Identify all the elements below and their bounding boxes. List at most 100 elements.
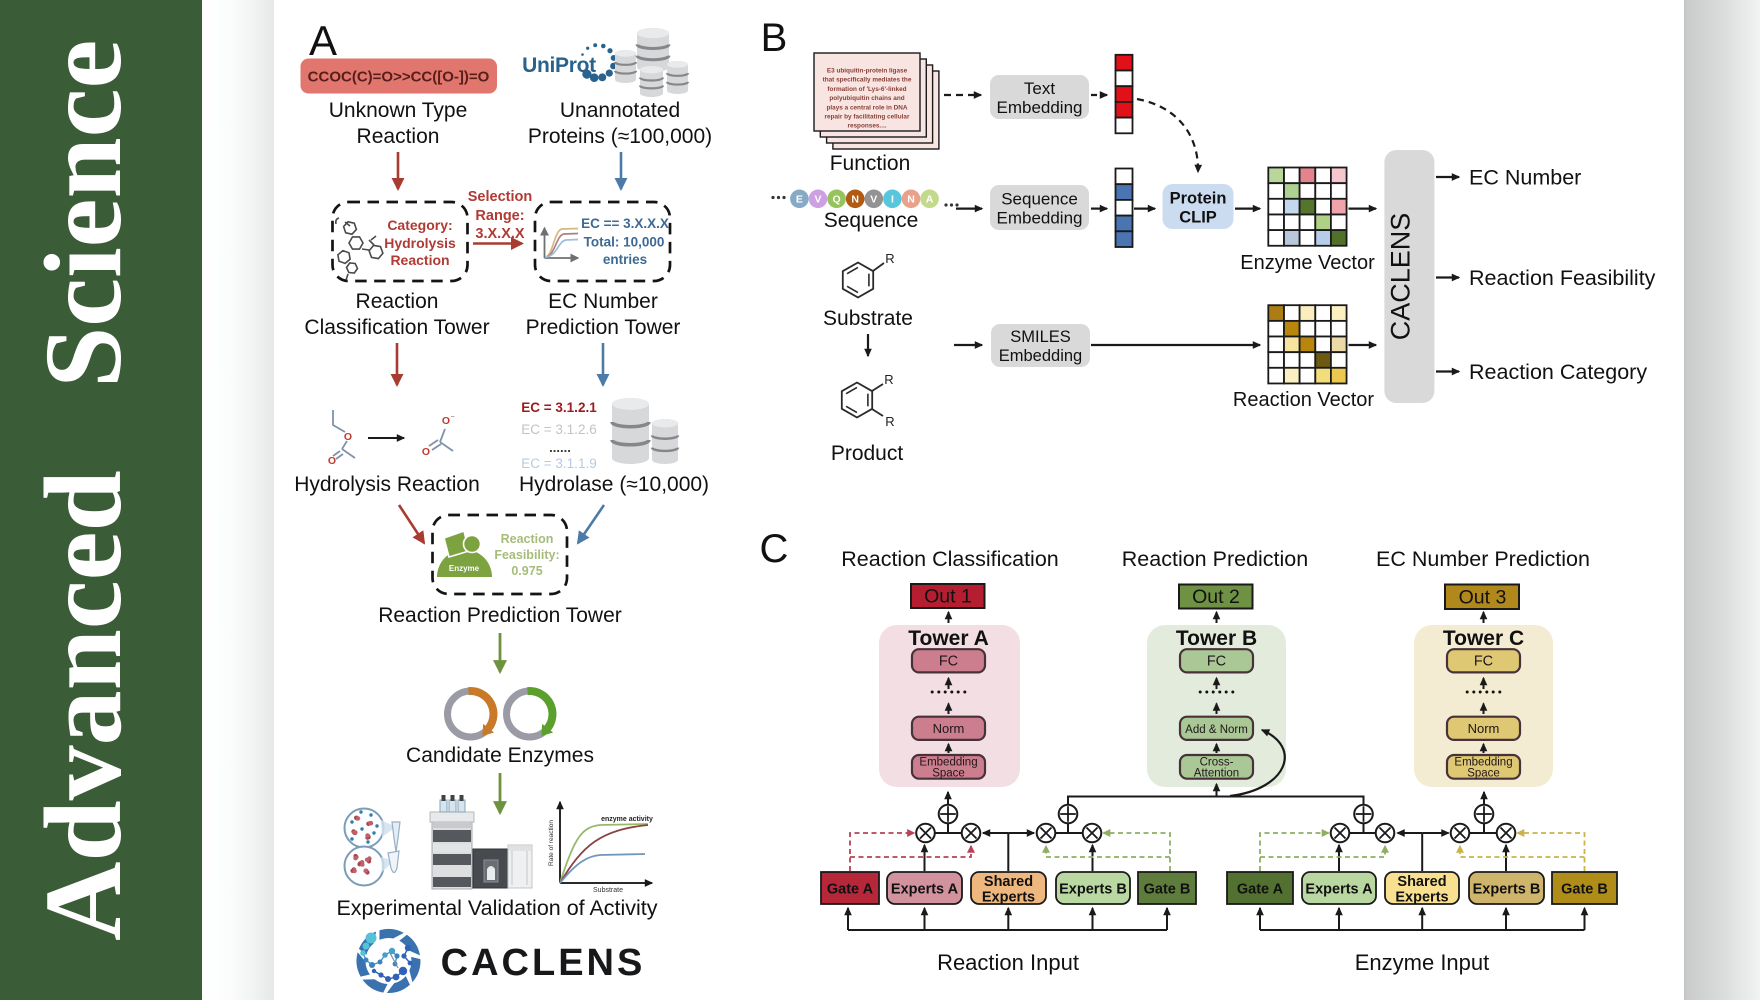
svg-text:Reaction Input: Reaction Input: [937, 950, 1079, 975]
svg-text:Substrate: Substrate: [593, 887, 623, 894]
svg-text:B: B: [761, 16, 788, 60]
svg-text:A: A: [309, 17, 337, 64]
svg-text:CACLENS: CACLENS: [441, 942, 646, 984]
svg-text:Embedding: Embedding: [999, 347, 1082, 365]
svg-text:O: O: [344, 431, 352, 443]
svg-text:Tower C: Tower C: [1443, 627, 1524, 650]
svg-text:Reaction Classification: Reaction Classification: [841, 547, 1059, 571]
svg-text:Reaction: Reaction: [501, 532, 554, 546]
svg-text:Norm: Norm: [1468, 721, 1500, 736]
svg-text:O: O: [328, 455, 336, 467]
svg-text:CLIP: CLIP: [1179, 209, 1217, 227]
svg-text:I: I: [891, 194, 894, 206]
svg-text:FC: FC: [1207, 654, 1226, 670]
svg-text:that specifically mediates the: that specifically mediates the: [823, 77, 912, 84]
svg-text:Prediction Tower: Prediction Tower: [526, 316, 681, 339]
svg-text:−: −: [450, 414, 454, 421]
svg-text:Embedding: Embedding: [996, 98, 1082, 117]
svg-text:Hydrolysis Reaction: Hydrolysis Reaction: [294, 473, 480, 496]
svg-text:Total: 10,000: Total: 10,000: [584, 235, 665, 250]
svg-text:Text: Text: [1024, 79, 1055, 98]
svg-text:Embedding: Embedding: [996, 209, 1082, 228]
svg-text:EC = 3.1.2.6: EC = 3.1.2.6: [521, 422, 596, 437]
svg-text:Norm: Norm: [933, 721, 965, 736]
svg-text:Candidate Enzymes: Candidate Enzymes: [406, 744, 594, 767]
svg-text:Reaction: Reaction: [390, 252, 449, 268]
svg-text:Classification Tower: Classification Tower: [304, 316, 489, 339]
svg-text:Out 1: Out 1: [924, 586, 972, 608]
svg-text:SMILES: SMILES: [1010, 328, 1071, 346]
svg-text:Experimental Validation of Act: Experimental Validation of Activity: [336, 896, 657, 920]
svg-text:Embedding: Embedding: [919, 757, 977, 769]
svg-text:CACLENS: CACLENS: [1386, 213, 1416, 341]
svg-text:Gate A: Gate A: [1237, 882, 1284, 898]
svg-text:R: R: [885, 414, 894, 429]
svg-text:Reaction: Reaction: [356, 290, 439, 313]
svg-text:Unannotated: Unannotated: [560, 99, 680, 122]
svg-text:Unknown Type: Unknown Type: [329, 99, 468, 122]
svg-text:EC Number: EC Number: [1469, 166, 1581, 190]
svg-text:UniProt: UniProt: [522, 54, 596, 77]
svg-text:Function: Function: [830, 152, 911, 175]
svg-text:EC Number Prediction: EC Number Prediction: [1376, 547, 1590, 571]
svg-text:formation of 'Lys-6'-linked: formation of 'Lys-6'-linked: [827, 86, 906, 93]
svg-text:enzyme activity: enzyme activity: [601, 816, 653, 823]
svg-text:Reaction Prediction Tower: Reaction Prediction Tower: [378, 604, 622, 627]
svg-text:Experts A: Experts A: [891, 882, 959, 898]
svg-text:Reaction Category: Reaction Category: [1469, 360, 1647, 384]
svg-text:Hydrolysis: Hydrolysis: [384, 235, 456, 251]
svg-text:R: R: [884, 372, 893, 387]
svg-text:Tower B: Tower B: [1176, 627, 1257, 650]
svg-text:Shared: Shared: [984, 874, 1033, 890]
svg-text:Experts: Experts: [982, 890, 1035, 906]
svg-text:Category:: Category:: [387, 217, 452, 233]
svg-text:Enzyme Vector: Enzyme Vector: [1240, 252, 1375, 274]
svg-text:E3 ubiquitin-protein ligase: E3 ubiquitin-protein ligase: [827, 68, 908, 75]
svg-text:Sequence: Sequence: [1001, 190, 1078, 209]
svg-text:Sequence: Sequence: [824, 209, 919, 232]
svg-text:C: C: [760, 527, 789, 571]
svg-text:A: A: [926, 194, 934, 206]
svg-text:Enzyme Input: Enzyme Input: [1355, 950, 1490, 975]
svg-text:Gate B: Gate B: [1561, 882, 1608, 898]
svg-text:......: ......: [549, 440, 571, 455]
svg-text:Q: Q: [833, 194, 841, 206]
svg-text:N: N: [907, 194, 915, 206]
svg-text:Reaction Feasibility: Reaction Feasibility: [1469, 266, 1656, 290]
svg-text:Experts A: Experts A: [1305, 882, 1373, 898]
svg-text:Reaction: Reaction: [357, 125, 440, 148]
svg-text:repair by facilitating cellula: repair by facilitating cellular: [825, 114, 910, 121]
svg-text:Reaction Vector: Reaction Vector: [1233, 389, 1375, 411]
svg-text:Proteins (≈100,000): Proteins (≈100,000): [528, 125, 712, 148]
svg-text:Embedding: Embedding: [1454, 757, 1512, 769]
svg-text:CCOC(C)=O>>CC([O-])=O: CCOC(C)=O>>CC([O-])=O: [308, 69, 490, 86]
svg-text:entries: entries: [603, 252, 647, 267]
svg-text:Space: Space: [932, 768, 965, 780]
svg-text:Substrate: Substrate: [823, 307, 913, 330]
svg-text:Range:: Range:: [475, 208, 524, 224]
svg-text:Space: Space: [1467, 768, 1500, 780]
svg-text:O: O: [422, 446, 430, 458]
svg-text:FC: FC: [1474, 654, 1493, 670]
svg-text:EC == 3.X.X.X: EC == 3.X.X.X: [581, 216, 669, 231]
svg-text:Attention: Attention: [1194, 768, 1239, 780]
svg-text:Feasibility:: Feasibility:: [494, 548, 559, 562]
svg-text:Shared: Shared: [1397, 874, 1446, 890]
svg-text:V: V: [814, 194, 821, 206]
svg-text:Out 3: Out 3: [1459, 587, 1507, 609]
svg-text:Experts: Experts: [1395, 890, 1448, 906]
svg-text:3.X.X.X: 3.X.X.X: [475, 226, 524, 242]
svg-text:N: N: [851, 194, 859, 206]
svg-text:Cross-: Cross-: [1200, 757, 1234, 769]
svg-text:V: V: [870, 194, 877, 206]
svg-text:polyubiquitin chains and: polyubiquitin chains and: [829, 95, 904, 102]
svg-text:Experts B: Experts B: [1473, 882, 1541, 898]
svg-text:responses....: responses....: [847, 123, 886, 130]
svg-text:Gate A: Gate A: [827, 882, 874, 898]
svg-text:Hydrolase (≈10,000): Hydrolase (≈10,000): [519, 473, 709, 496]
svg-text:Add & Norm: Add & Norm: [1185, 724, 1248, 736]
svg-text:Selection: Selection: [468, 189, 532, 205]
svg-text:EC = 3.1.2.1: EC = 3.1.2.1: [521, 400, 597, 415]
svg-text:Product: Product: [831, 442, 904, 465]
svg-text:Out 2: Out 2: [1192, 586, 1240, 608]
